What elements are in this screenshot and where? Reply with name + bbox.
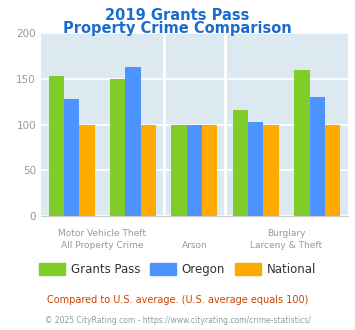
Text: 2019 Grants Pass: 2019 Grants Pass <box>105 8 250 23</box>
Bar <box>325 124 340 216</box>
Bar <box>294 70 310 216</box>
Bar <box>248 122 263 216</box>
Bar <box>187 124 202 216</box>
Text: © 2025 CityRating.com - https://www.cityrating.com/crime-statistics/: © 2025 CityRating.com - https://www.city… <box>45 316 310 325</box>
Bar <box>110 79 125 216</box>
Text: Property Crime Comparison: Property Crime Comparison <box>63 21 292 36</box>
Text: All Property Crime: All Property Crime <box>61 241 143 250</box>
Bar <box>263 124 279 216</box>
Bar <box>202 124 217 216</box>
Legend: Grants Pass, Oregon, National: Grants Pass, Oregon, National <box>34 258 321 281</box>
Text: Compared to U.S. average. (U.S. average equals 100): Compared to U.S. average. (U.S. average … <box>47 295 308 305</box>
Text: Arson: Arson <box>181 241 207 250</box>
Text: Burglary: Burglary <box>267 229 306 238</box>
Text: Larceny & Theft: Larceny & Theft <box>250 241 323 250</box>
Bar <box>49 76 64 216</box>
Bar <box>233 110 248 216</box>
Bar <box>79 124 94 216</box>
Bar <box>64 99 79 216</box>
Text: Motor Vehicle Theft: Motor Vehicle Theft <box>58 229 146 238</box>
Bar <box>125 67 141 216</box>
Bar <box>171 124 187 216</box>
Bar <box>310 97 325 216</box>
Bar <box>141 124 156 216</box>
